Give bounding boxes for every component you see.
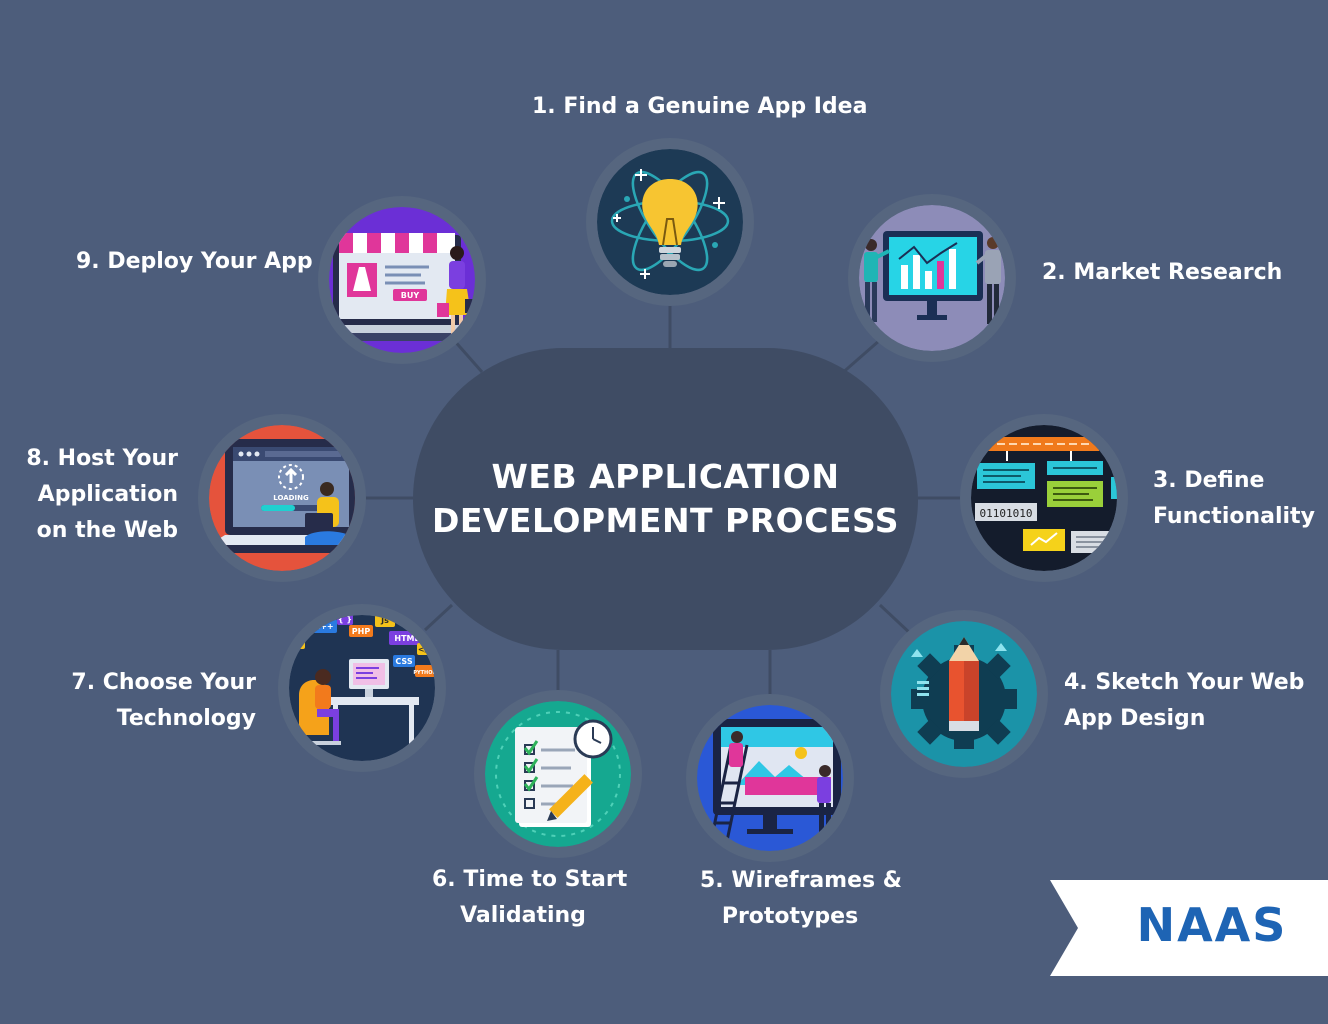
checklist-icon [485,701,631,847]
upload-laptop-icon: LOADING [209,425,355,571]
step-9-node: BUY [318,196,486,364]
step-6-label: 6. Time to Start Validating [432,867,628,928]
pencil-gear-icon [891,621,1037,767]
online-shop-icon: BUY [329,207,475,353]
step-4-node [880,610,1048,778]
tag-js-small: JS [292,639,302,648]
step-2-label: 2. Market Research [1042,260,1283,285]
flowchart-icon: 01101010 [971,425,1117,571]
lightbulb-icon [597,149,743,295]
tag-braces: { } [338,615,352,624]
step-1-node [586,138,754,306]
step-3-node: 01101010 [960,414,1128,582]
tag-html: HTML [394,634,419,643]
step-2-node [848,194,1016,362]
brand-logo-text: NAAS [1136,898,1288,952]
svg-text:01101010: 01101010 [980,507,1033,520]
step-7-label: 7. Choose Your Technology [71,670,256,731]
process-title-line-2: DEVELOPMENT PROCESS [431,501,900,540]
connector-step-7 [423,603,454,632]
step-3-label: 3. Define Functionality [1153,468,1315,529]
coding-desk-icon: C++ PHP Js HTML CSS PYTHON { } JS [289,615,435,761]
step-8-node: LOADING [198,414,366,582]
connector-step-2 [839,338,881,377]
tag-code: </> [418,645,434,654]
process-title-hub: WEB APPLICATION DEVELOPMENT PROCESS [413,348,918,650]
market-research-icon [859,205,1005,351]
tag-python: PYTHON [413,670,435,676]
wireframe-icon [697,705,843,851]
brand-ribbon: NAAS [1050,880,1328,976]
step-4-label: 4. Sketch Your Web App Design [1064,670,1305,731]
connector-step-4 [878,603,914,637]
step-9-label: 9. Deploy Your App [76,249,313,274]
step-7-node: C++ PHP Js HTML CSS PYTHON { } JS [278,604,446,772]
tag-js: Js [380,616,389,625]
step-1-label: 1. Find a Genuine App Idea [532,94,868,119]
tag-php: PHP [352,627,371,636]
buy-button-text: BUY [401,291,420,300]
step-8-label: 8. Host Your Application on the Web [26,446,178,543]
loading-text: LOADING [273,494,309,502]
process-title-line-1: WEB APPLICATION [491,457,840,496]
step-5-label: 5. Wireframes & Prototypes [700,868,902,929]
tag-css: CSS [395,657,412,666]
ribbon-shape [1050,880,1328,976]
step-5-node [686,694,854,862]
tag-cpp: C++ [314,622,333,631]
binary-text: 01101010 [975,503,1037,521]
step-6-node [474,690,642,858]
